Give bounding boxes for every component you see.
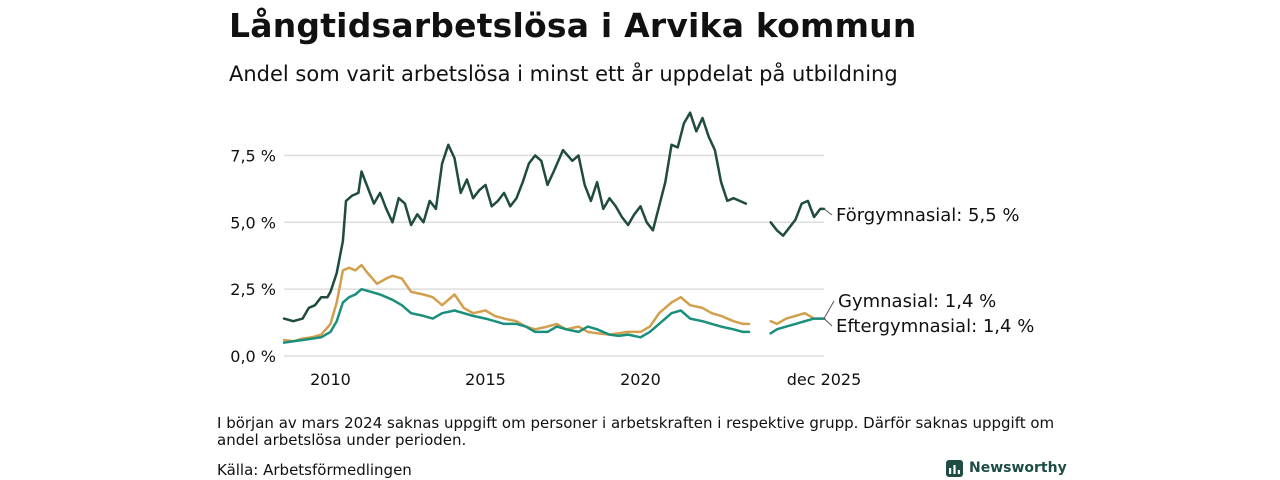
- series-line-förgymnasial-after-gap: [769, 199, 826, 237]
- y-tick-label-2: 5,0 %: [230, 213, 276, 232]
- x-tick-label-0: 2010: [310, 370, 351, 389]
- chart-title: Långtidsarbetslösa i Arvika kommun: [229, 6, 917, 45]
- y-tick-label-1: 2,5 %: [230, 280, 276, 299]
- grid-lines: [284, 154, 824, 357]
- x-tick-label-2: 2020: [620, 370, 661, 389]
- end-label-eftergymnasial: Eftergymnasial: 1,4 %: [836, 316, 1034, 337]
- end-label-förgymnasial: Förgymnasial: 5,5 %: [836, 205, 1020, 226]
- newsworthy-logo-text: Newsworthy: [969, 460, 1067, 476]
- chart-subtitle: Andel som varit arbetslösa i minst ett å…: [229, 62, 898, 86]
- line-chart: 0,0 % 2,5 % 5,0 % 7,5 % 2010 2015 2020 dec 2025…: [230, 111, 1034, 389]
- y-tick-label-0: 0,0 %: [230, 347, 276, 366]
- end-labels: Förgymnasial: 5,5 % Gymnasial: 1,4 % Efter…: [823, 205, 1034, 337]
- series-line-eftergymnasial-before-gap: [282, 287, 751, 344]
- x-tick-label-3: dec 2025: [787, 370, 862, 389]
- leader-line-förgymnasial: [823, 208, 833, 216]
- leader-line-gymnasial: [823, 300, 835, 319]
- axis-ticks: 0,0 % 2,5 % 5,0 % 7,5 % 2010 2015 2020 dec 2025: [230, 146, 861, 389]
- end-label-gymnasial: Gymnasial: 1,4 %: [838, 291, 996, 312]
- series-line-gymnasial-before-gap: [282, 263, 751, 343]
- x-tick-label-1: 2015: [465, 370, 506, 389]
- series-lines: [282, 111, 826, 344]
- newsworthy-logo: Newsworthy: [946, 459, 1067, 477]
- leader-line-eftergymnasial: [823, 318, 833, 327]
- series-line-eftergymnasial-after-gap: [769, 317, 826, 335]
- newsworthy-logo-icon: [946, 459, 963, 477]
- y-tick-label-3: 7,5 %: [230, 146, 276, 165]
- series-line-förgymnasial-before-gap: [282, 111, 748, 323]
- chart-source: Källa: Arbetsförmedlingen: [217, 461, 412, 479]
- chart-note: I början av mars 2024 saknas uppgift om …: [217, 414, 1055, 449]
